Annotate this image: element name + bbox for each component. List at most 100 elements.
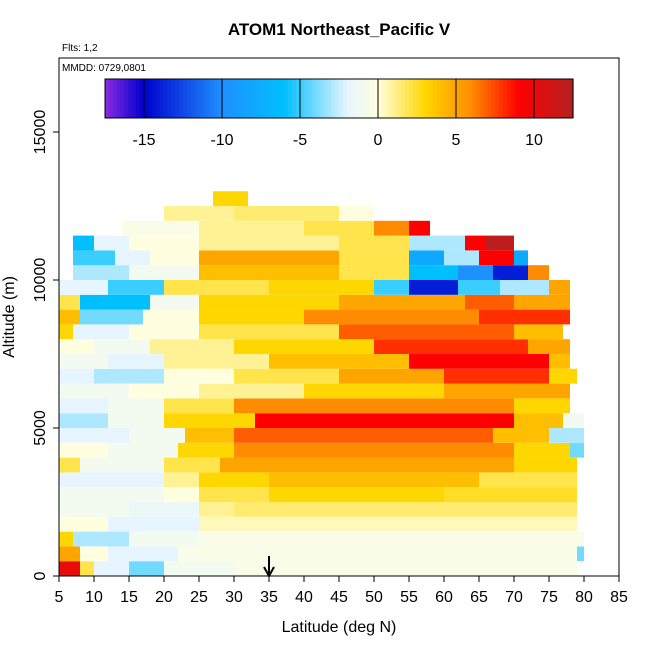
heatmap-cell xyxy=(549,354,570,369)
heatmap-cell xyxy=(304,383,444,399)
colorbar-swatch xyxy=(385,79,391,118)
heatmap-cell xyxy=(164,487,199,502)
heatmap-cell xyxy=(374,220,409,236)
colorbar-swatch xyxy=(534,79,539,118)
heatmap-cell xyxy=(108,442,178,458)
colorbar-swatch xyxy=(132,79,137,118)
heatmap-cell xyxy=(164,206,234,221)
heatmap-cell xyxy=(269,472,479,488)
heatmap-cell xyxy=(374,339,528,354)
colorbar-swatch xyxy=(444,79,449,118)
heatmap-cell xyxy=(59,428,129,443)
colorbar-swatch xyxy=(171,79,176,118)
colorbar-swatch xyxy=(151,79,157,118)
y-tick-label: 15000 xyxy=(32,110,49,155)
colorbar-swatch xyxy=(491,79,496,118)
colorbar-swatch xyxy=(366,79,371,118)
heatmap-cell xyxy=(199,294,339,310)
colorbar-swatch xyxy=(397,79,402,118)
heatmap-cell xyxy=(185,428,234,443)
colorbar-tick-label: -10 xyxy=(210,132,233,149)
heatmap-cell xyxy=(199,472,269,488)
colorbar-swatch xyxy=(346,79,352,118)
colorbar-swatch xyxy=(413,79,418,118)
heatmap-cell xyxy=(59,487,164,502)
heatmap-cell xyxy=(108,354,164,369)
heatmap-cell xyxy=(514,324,563,340)
heatmap-cell xyxy=(339,235,409,251)
heatmap-cell xyxy=(164,561,234,576)
heatmap-cell xyxy=(164,398,234,414)
heatmap-cell xyxy=(234,502,577,517)
colorbar-swatch xyxy=(268,79,274,118)
heatmap-cell xyxy=(150,250,199,266)
colorbar-swatch xyxy=(136,79,141,118)
colorbar-swatch xyxy=(128,79,133,118)
heatmap-cell xyxy=(458,280,500,295)
colorbar-swatch xyxy=(569,79,574,118)
heatmap-cell xyxy=(150,339,234,354)
colorbar-swatch xyxy=(561,79,566,118)
x-axis-label: Latitude (deg N) xyxy=(282,619,397,636)
colorbar-swatch xyxy=(253,79,258,118)
heatmap-cell xyxy=(108,398,164,414)
heatmap-cell xyxy=(94,235,129,251)
colorbar-swatch xyxy=(428,79,434,118)
heatmap-cell xyxy=(129,265,199,280)
colorbar-swatch xyxy=(514,79,519,118)
colorbar-swatch xyxy=(452,79,457,118)
heatmap-cell xyxy=(80,294,150,310)
heatmap-cell xyxy=(514,457,577,473)
heatmap-cell xyxy=(458,265,493,280)
heatmap-cell xyxy=(304,309,479,325)
colorbar-swatch xyxy=(284,79,289,118)
colorbar-swatch xyxy=(303,79,309,118)
heatmap-cell xyxy=(563,413,584,428)
heatmap-cell xyxy=(409,265,458,280)
heatmap-cell xyxy=(94,368,164,384)
colorbar-tick-label: -15 xyxy=(132,132,155,149)
colorbar-swatch xyxy=(518,79,523,118)
heatmap-cell xyxy=(199,309,304,325)
heatmap-cell xyxy=(108,516,199,532)
heatmap-cell xyxy=(108,413,164,428)
x-tick-label: 60 xyxy=(435,589,453,606)
colorbar-swatch xyxy=(393,79,399,118)
colorbar-swatch xyxy=(264,79,270,118)
colorbar-swatch xyxy=(241,79,246,118)
heatmap-cell xyxy=(409,280,458,295)
heatmap-cell xyxy=(129,531,199,547)
heatmap-cell xyxy=(199,265,339,280)
heatmap-cell xyxy=(220,457,514,473)
heatmap-cell xyxy=(115,250,150,266)
colorbar-swatch xyxy=(339,79,344,118)
heatmap-cell xyxy=(59,309,80,325)
colorbar-swatch xyxy=(370,79,375,118)
heatmap-cell xyxy=(493,265,528,280)
colorbar-swatch xyxy=(237,79,243,118)
heatmap-cell xyxy=(514,398,570,414)
colorbar-swatch xyxy=(257,79,262,118)
colorbar-swatch xyxy=(186,79,192,118)
colorbar-swatch xyxy=(541,79,547,118)
colorbar-swatch xyxy=(261,79,266,118)
heatmap-cell xyxy=(549,368,577,384)
heatmap-cell xyxy=(94,339,150,354)
heatmap-cell xyxy=(73,324,129,340)
colorbar-swatch xyxy=(296,79,301,118)
heatmap-cell xyxy=(143,309,199,325)
heatmap-cell xyxy=(80,561,94,576)
colorbar-swatch xyxy=(190,79,196,118)
x-tick-label: 45 xyxy=(330,589,348,606)
colorbar-swatch xyxy=(526,79,531,118)
colorbar-swatch xyxy=(389,79,395,118)
heatmap-cell xyxy=(514,413,563,428)
colorbar-swatch xyxy=(463,79,469,118)
heatmap-cell xyxy=(129,428,185,443)
colorbar-swatch xyxy=(280,79,285,118)
heatmap-cell xyxy=(444,383,570,399)
colorbar-swatch xyxy=(210,79,215,118)
colorbar-swatch xyxy=(225,79,231,118)
heatmap-cell xyxy=(528,339,570,354)
